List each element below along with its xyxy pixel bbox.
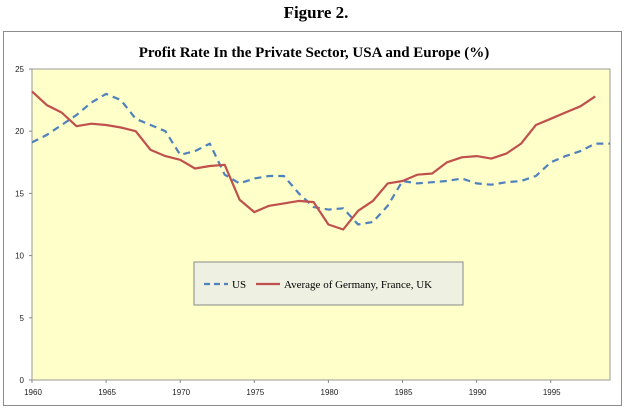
y-tick-label: 20 — [15, 127, 24, 136]
x-tick-label: 1995 — [543, 388, 561, 397]
legend-label-1: US — [232, 279, 246, 291]
x-tick-label: 1975 — [246, 388, 264, 397]
series-line-1 — [31, 92, 610, 226]
legend: US Average of Germany, France, UK — [193, 261, 464, 306]
series-layer — [31, 90, 610, 231]
x-tick-label: 1980 — [321, 388, 339, 397]
x-tick-label: 1965 — [98, 388, 116, 397]
series-line-2 — [31, 90, 596, 231]
legend-box — [193, 261, 464, 306]
y-tick-label: 25 — [15, 65, 24, 74]
chart-title: Profit Rate In the Private Sector, USA a… — [139, 45, 490, 61]
y-tick-label: 5 — [20, 314, 25, 323]
y-tick-label: 0 — [20, 376, 25, 385]
x-tick-label: 1960 — [24, 388, 42, 397]
y-tick-label: 15 — [15, 189, 24, 198]
y-tick-label: 10 — [15, 252, 24, 261]
x-tick-label: 1970 — [172, 388, 190, 397]
y-axis: 0 5 10 15 20 25 — [15, 65, 32, 385]
x-tick-label: 1990 — [469, 388, 487, 397]
x-axis: 1960 1965 1970 1975 1980 1985 1990 1995 — [24, 380, 561, 397]
plot-area — [31, 68, 611, 381]
legend-label-2: Average of Germany, France, UK — [284, 279, 432, 291]
x-tick-label: 1985 — [395, 388, 413, 397]
figure-title: Figure 2. — [283, 3, 349, 22]
